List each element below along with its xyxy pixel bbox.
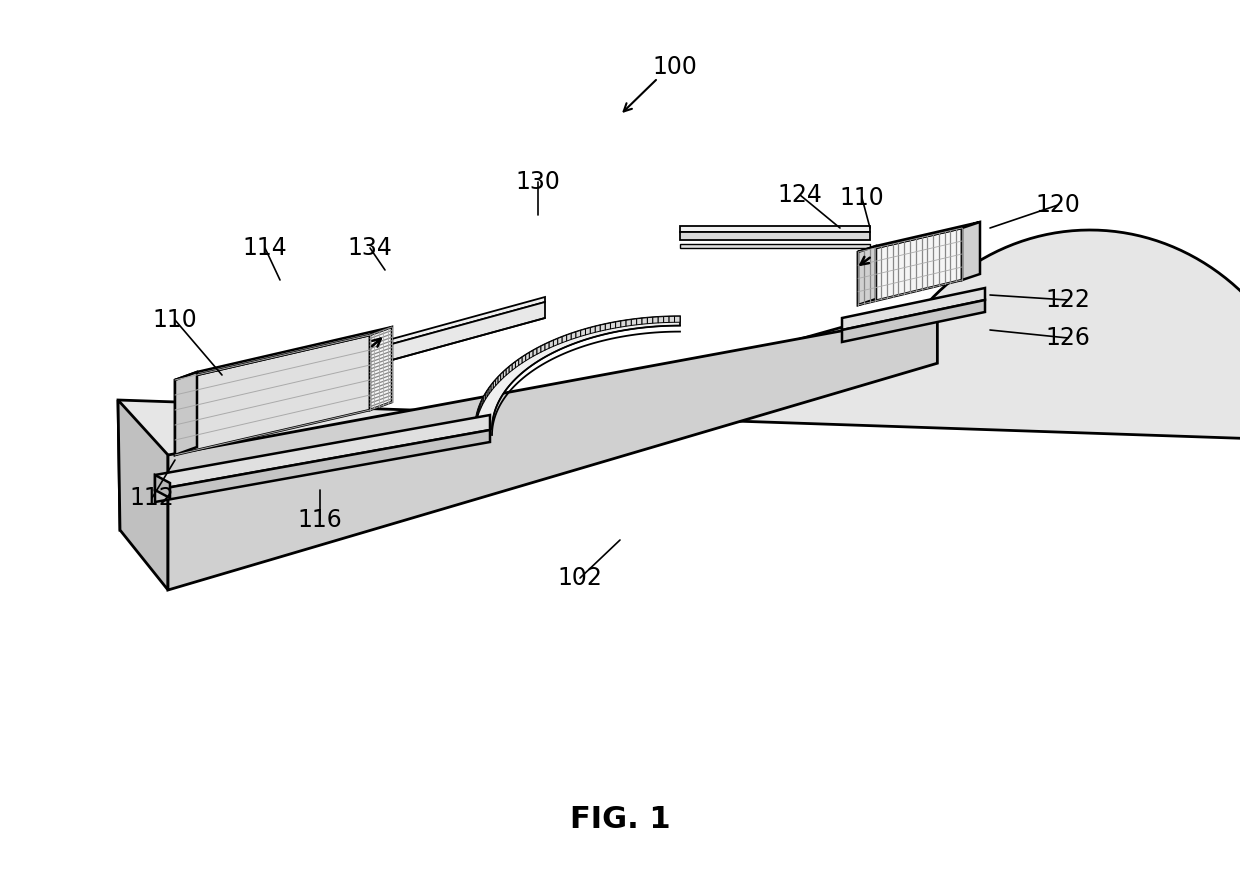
Text: FIG. 1: FIG. 1: [569, 805, 671, 835]
Polygon shape: [501, 372, 503, 381]
Polygon shape: [118, 230, 1240, 530]
Polygon shape: [155, 415, 490, 490]
Polygon shape: [670, 317, 675, 323]
Polygon shape: [510, 364, 512, 373]
Polygon shape: [522, 355, 526, 363]
Text: 102: 102: [558, 566, 603, 590]
Polygon shape: [370, 302, 546, 366]
Polygon shape: [553, 339, 558, 346]
Polygon shape: [155, 430, 490, 502]
Polygon shape: [567, 333, 572, 341]
Polygon shape: [482, 396, 484, 405]
Polygon shape: [858, 228, 962, 305]
Polygon shape: [636, 318, 642, 324]
Polygon shape: [600, 324, 605, 332]
Polygon shape: [496, 377, 498, 386]
Text: 126: 126: [1045, 326, 1090, 350]
Text: 134: 134: [347, 236, 392, 260]
Polygon shape: [370, 297, 546, 350]
Text: 120: 120: [1035, 193, 1080, 217]
Polygon shape: [680, 232, 870, 240]
Polygon shape: [516, 360, 518, 367]
Polygon shape: [605, 323, 610, 330]
Polygon shape: [167, 313, 937, 590]
Polygon shape: [658, 317, 663, 323]
Polygon shape: [518, 357, 522, 366]
Polygon shape: [512, 361, 516, 370]
Polygon shape: [858, 246, 875, 305]
Polygon shape: [494, 380, 496, 389]
Polygon shape: [484, 394, 485, 403]
Polygon shape: [503, 369, 506, 378]
Polygon shape: [652, 317, 658, 324]
Polygon shape: [118, 400, 167, 590]
Polygon shape: [621, 320, 626, 327]
Polygon shape: [546, 342, 549, 350]
Text: 100: 100: [652, 55, 697, 79]
Polygon shape: [491, 382, 494, 391]
Polygon shape: [487, 388, 489, 396]
Polygon shape: [506, 367, 510, 375]
Polygon shape: [610, 322, 615, 329]
Text: 110: 110: [839, 186, 884, 210]
Polygon shape: [842, 288, 985, 330]
Polygon shape: [595, 325, 600, 332]
Polygon shape: [626, 319, 631, 326]
Polygon shape: [175, 327, 392, 380]
Polygon shape: [537, 346, 541, 354]
Polygon shape: [558, 337, 562, 345]
Polygon shape: [663, 317, 670, 323]
Polygon shape: [175, 335, 370, 455]
Polygon shape: [680, 244, 870, 248]
Polygon shape: [485, 391, 487, 400]
Polygon shape: [475, 317, 680, 429]
Polygon shape: [615, 321, 621, 328]
Polygon shape: [572, 332, 575, 339]
Polygon shape: [858, 222, 980, 252]
Polygon shape: [481, 399, 482, 408]
Polygon shape: [562, 335, 567, 343]
Polygon shape: [642, 317, 647, 324]
Polygon shape: [549, 340, 553, 348]
Polygon shape: [498, 374, 501, 383]
Text: 116: 116: [298, 508, 342, 532]
Polygon shape: [675, 317, 680, 322]
Polygon shape: [580, 329, 585, 337]
Text: 122: 122: [1045, 288, 1090, 312]
Polygon shape: [631, 319, 636, 325]
Polygon shape: [541, 344, 546, 353]
Polygon shape: [370, 327, 392, 410]
Polygon shape: [585, 328, 590, 335]
Polygon shape: [962, 222, 980, 280]
Polygon shape: [155, 475, 170, 498]
Polygon shape: [175, 372, 197, 455]
Polygon shape: [529, 350, 533, 359]
Text: 124: 124: [777, 183, 822, 207]
Polygon shape: [680, 226, 870, 232]
Polygon shape: [489, 385, 491, 394]
Text: 130: 130: [516, 170, 560, 194]
Text: 114: 114: [243, 236, 288, 260]
Polygon shape: [647, 317, 652, 324]
Text: 112: 112: [130, 486, 175, 510]
Polygon shape: [533, 348, 537, 356]
Polygon shape: [575, 331, 580, 338]
Polygon shape: [590, 326, 595, 333]
Text: 110: 110: [153, 308, 197, 332]
Polygon shape: [842, 300, 985, 342]
Polygon shape: [526, 353, 529, 360]
